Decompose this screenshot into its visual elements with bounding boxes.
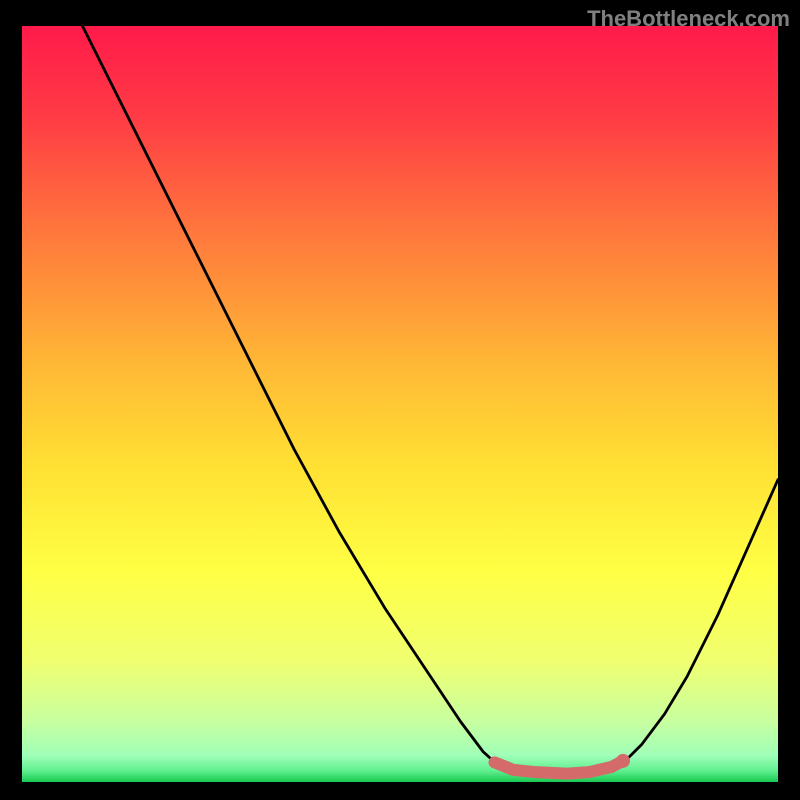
plot-area	[22, 26, 778, 782]
watermark: TheBottleneck.com	[587, 6, 790, 32]
